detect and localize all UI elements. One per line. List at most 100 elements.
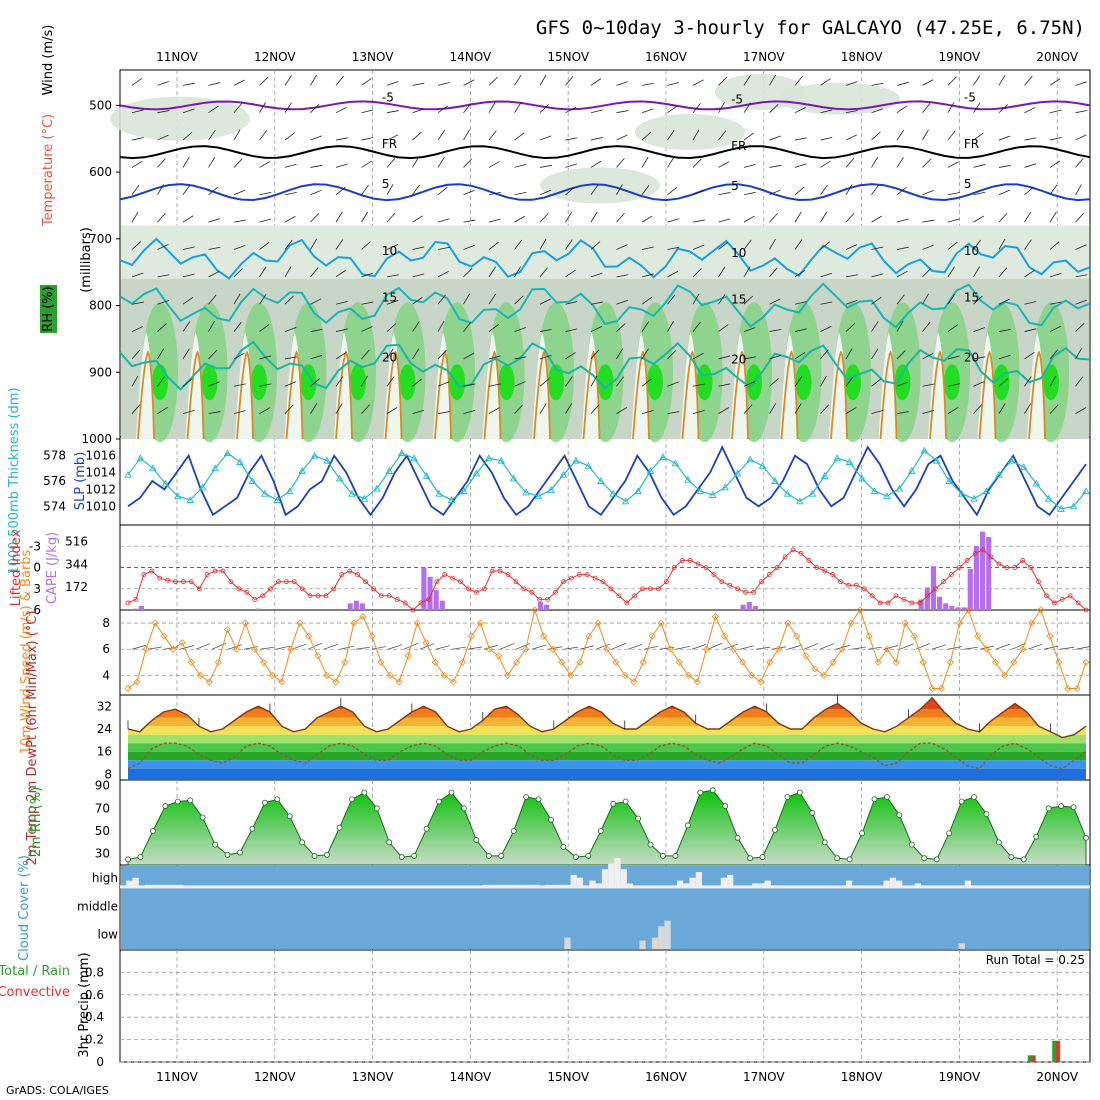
wind-speed-point	[594, 619, 602, 627]
rh-point	[834, 855, 841, 862]
y-tick-label: 500	[89, 98, 112, 112]
wind-barb	[386, 407, 398, 414]
wind-barb	[922, 158, 932, 168]
wind-speed-point	[269, 671, 277, 679]
rh-shade-upper	[635, 114, 745, 151]
wind-barb	[641, 184, 650, 196]
wind-barb	[718, 192, 731, 196]
rh-point	[1008, 854, 1015, 860]
wind-speed-point	[711, 612, 720, 621]
wind-barb	[590, 272, 603, 278]
cloud-high-bar	[508, 884, 515, 887]
wind-barb	[565, 328, 578, 332]
thickness-point	[472, 469, 481, 477]
wind-barb	[590, 326, 603, 332]
date-label-bottom: 12NOV	[254, 1070, 296, 1084]
lifted-index-point	[497, 568, 503, 574]
thickness-point	[895, 484, 904, 492]
precip-tick-label: 0	[96, 1055, 104, 1069]
wind-barb	[947, 355, 960, 360]
wind-barb	[743, 102, 751, 113]
lifted-index-point	[949, 572, 954, 577]
isotherm-25	[731, 350, 749, 440]
cape-bar	[986, 536, 992, 610]
rh-point	[311, 853, 318, 859]
wind-barb	[1024, 403, 1032, 414]
wind-barb	[820, 325, 832, 332]
wind-barb	[208, 157, 216, 168]
wind-barb	[284, 215, 296, 223]
wind-barb	[1075, 323, 1085, 332]
upper-air-legend: Wind (m/s) Temperature (°C)	[41, 25, 56, 227]
wind-barb	[131, 326, 144, 332]
lifted-index-point	[1036, 579, 1041, 585]
thickness-point	[522, 488, 530, 496]
rh-point	[1070, 804, 1077, 811]
wind-barb	[514, 132, 525, 141]
lifted-index-point	[758, 579, 764, 585]
wind-barb	[310, 267, 319, 278]
wind-barb	[616, 81, 629, 86]
run-total-text: Run Total = 0.25	[986, 953, 1085, 967]
wind-speed-point	[639, 658, 647, 666]
wind-barb	[514, 191, 527, 196]
wind-barb	[769, 354, 782, 360]
wind-barb	[233, 268, 243, 278]
upper-air-axis-label: (millibars)	[79, 227, 94, 293]
lifted-index-point	[632, 593, 638, 599]
wind-speed-point	[485, 645, 494, 653]
rh-point	[448, 789, 455, 796]
wind-barb	[947, 241, 958, 250]
wind-barb	[361, 78, 372, 86]
cloud-high-bar	[896, 880, 903, 887]
wind-barb	[157, 274, 170, 278]
wind-barb	[539, 298, 551, 305]
wind-speed-point	[811, 665, 819, 673]
cape-bar	[433, 590, 439, 610]
rh-point	[597, 828, 604, 834]
wind-barb	[157, 81, 169, 86]
wind-speed-point	[449, 678, 457, 686]
wind-barb	[386, 348, 394, 360]
cape-bar	[132, 608, 138, 610]
cloud-high-bar	[758, 883, 765, 887]
slp-line	[127, 445, 1087, 517]
wind-barb	[718, 266, 726, 278]
wind-barb	[310, 298, 322, 305]
wind-barb	[233, 293, 241, 305]
wind-barb	[820, 109, 833, 114]
wind-barb	[692, 244, 705, 250]
wind-barb	[259, 407, 271, 414]
thickness-point	[124, 470, 132, 478]
lifted-index-point	[315, 593, 321, 599]
thickness-point	[223, 449, 232, 457]
lifted-index-point	[212, 568, 218, 574]
lifted-index-point	[830, 572, 836, 577]
wind-barb	[1075, 376, 1084, 387]
cloud-level-label: middle	[77, 899, 118, 913]
wind-barb	[386, 184, 394, 195]
wind-barb	[1049, 78, 1061, 86]
wind-barb	[667, 105, 678, 114]
thickness-point	[634, 487, 642, 495]
isotherm-label: 20	[382, 351, 397, 365]
wind-barb	[208, 129, 216, 141]
cloud-high-bar	[689, 877, 696, 887]
precip-tick-label: 0.4	[85, 1010, 104, 1024]
wind-barb	[514, 102, 522, 113]
cloud-low-bar	[651, 937, 659, 949]
wind-barb	[611, 642, 627, 650]
thickness-point	[149, 464, 157, 472]
wind-barb	[1024, 269, 1035, 278]
rh-point	[162, 803, 169, 809]
thickness-point	[236, 458, 244, 465]
cape-bar	[740, 604, 746, 610]
lifted-index-point	[141, 572, 147, 577]
wind-speed-point	[720, 632, 729, 640]
cloud-high-bar	[576, 877, 584, 887]
wind-barb	[412, 82, 425, 86]
wind-barb	[973, 102, 981, 113]
wind-barb	[973, 191, 986, 196]
wind-barb	[769, 267, 778, 278]
